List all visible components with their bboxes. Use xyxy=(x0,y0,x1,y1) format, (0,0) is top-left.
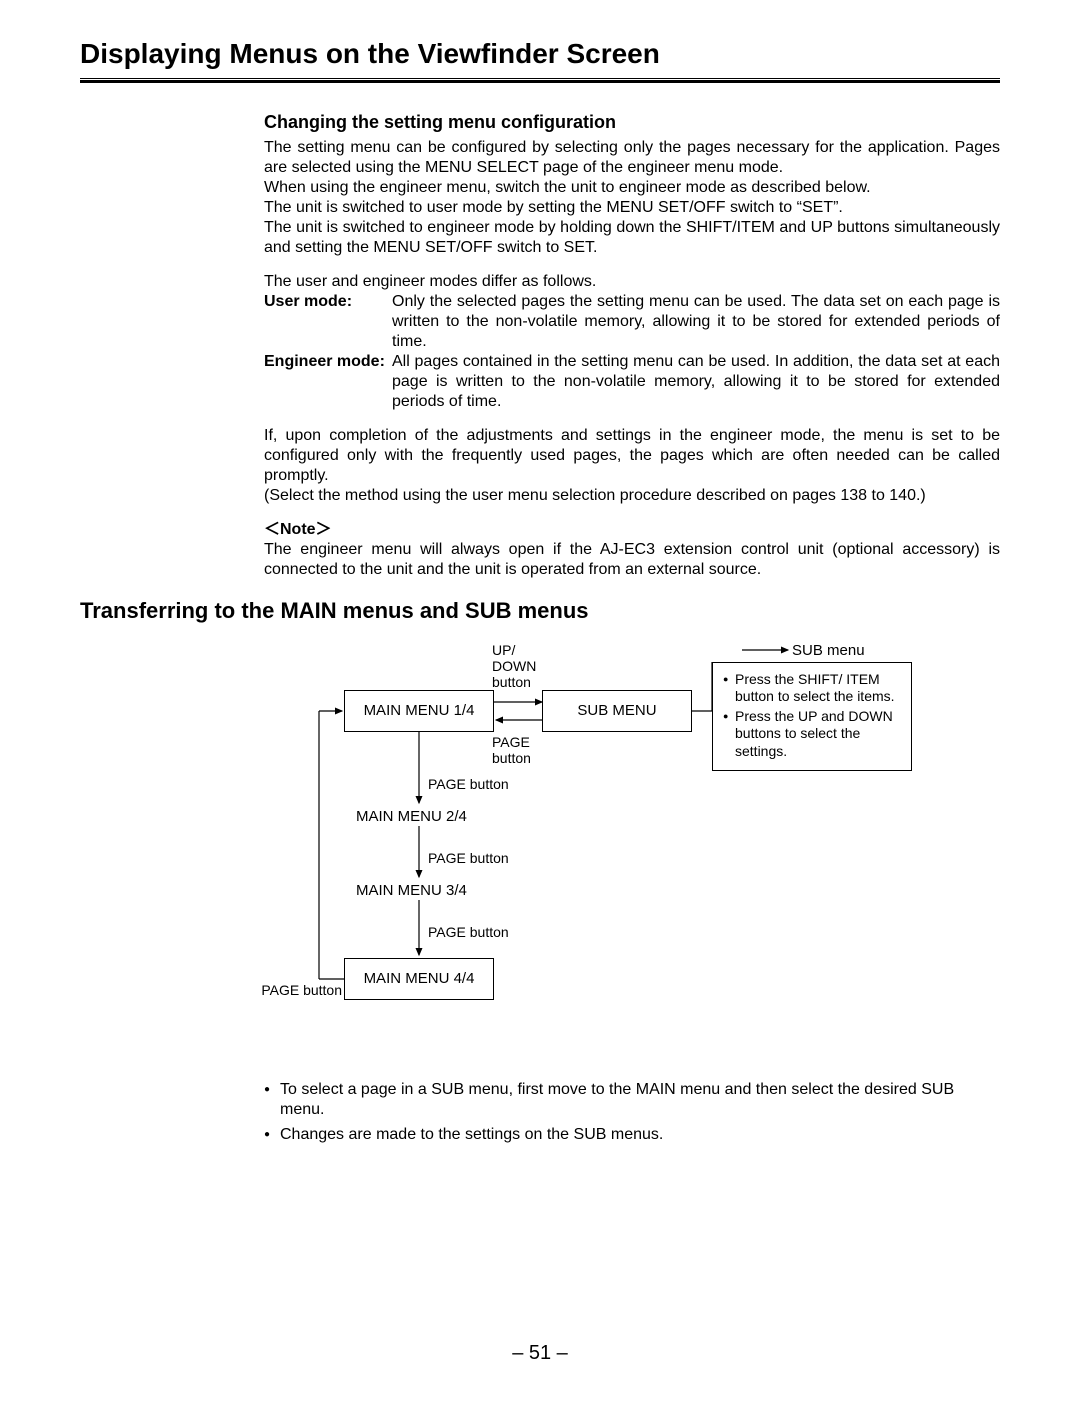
main-menu-3-label: MAIN MENU 3/4 xyxy=(356,882,467,899)
main-menu-1-box: MAIN MENU 1/4 xyxy=(344,690,494,732)
para: When using the engineer menu, switch the… xyxy=(264,178,1000,198)
para: The user and engineer modes differ as fo… xyxy=(264,272,1000,292)
engineer-mode-label: Engineer mode: xyxy=(264,352,392,412)
title-underline xyxy=(80,78,1000,83)
page-label: PAGE button xyxy=(492,734,531,766)
user-mode-desc: Only the selected pages the setting menu… xyxy=(392,292,1000,352)
para: The setting menu can be configured by se… xyxy=(264,138,1000,178)
updown-label: UP/ DOWN button xyxy=(492,642,536,690)
list-item: Changes are made to the settings on the … xyxy=(264,1125,1000,1146)
bottom-notes: To select a page in a SUB menu, first mo… xyxy=(264,1080,1000,1146)
main-menu-2-label: MAIN MENU 2/4 xyxy=(356,808,467,825)
sub-menu-box: SUB MENU xyxy=(542,690,692,732)
note-text: The engineer menu will always open if th… xyxy=(264,540,1000,580)
page-button-label-1: PAGE button xyxy=(428,776,509,792)
section1-heading: Changing the setting menu configuration xyxy=(264,111,1000,134)
note-label: ＜Note＞ xyxy=(264,520,1000,540)
main-menu-4-box: MAIN MENU 4/4 xyxy=(344,958,494,1000)
page-number: – 51 – xyxy=(0,1342,1080,1365)
sub-info-item: Press the UP and DOWN buttons to select … xyxy=(723,708,901,761)
menu-flow-diagram: MAIN MENU 1/4 SUB MENU MAIN MENU 2/4 MAI… xyxy=(264,640,1000,1040)
page-button-label-2: PAGE button xyxy=(428,850,509,866)
engineer-mode-desc: All pages contained in the setting menu … xyxy=(392,352,1000,412)
section2-heading: Transferring to the MAIN menus and SUB m… xyxy=(80,598,1000,624)
engineer-mode-row: Engineer mode: All pages contained in th… xyxy=(264,352,1000,412)
page-title: Displaying Menus on the Viewfinder Scree… xyxy=(80,38,1000,76)
para: The unit is switched to engineer mode by… xyxy=(264,218,1000,258)
sub-info-item: Press the SHIFT/ ITEM button to select t… xyxy=(723,671,901,706)
page-button-label-4: PAGE button xyxy=(254,982,342,998)
user-mode-row: User mode: Only the selected pages the s… xyxy=(264,292,1000,352)
page-button-label-3: PAGE button xyxy=(428,924,509,940)
para: If, upon completion of the adjustments a… xyxy=(264,426,1000,486)
list-item: To select a page in a SUB menu, first mo… xyxy=(264,1080,1000,1122)
sub-menu-title: SUB menu xyxy=(792,642,865,659)
para: (Select the method using the user menu s… xyxy=(264,486,1000,506)
sub-menu-info-box: Press the SHIFT/ ITEM button to select t… xyxy=(712,662,912,772)
user-mode-label: User mode: xyxy=(264,292,392,352)
para: The unit is switched to user mode by set… xyxy=(264,198,1000,218)
